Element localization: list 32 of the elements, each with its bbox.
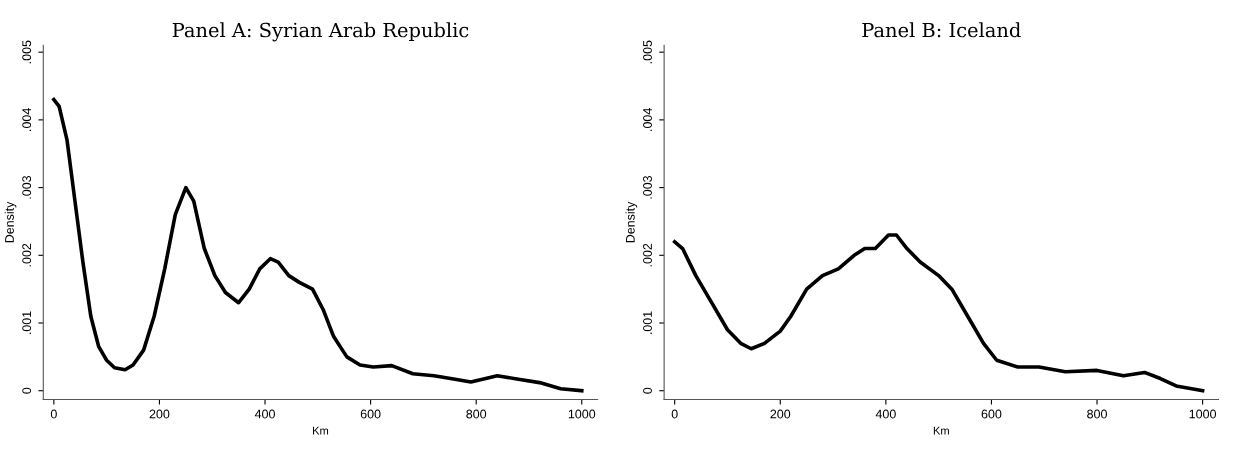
x-axis-title: Km	[313, 426, 329, 435]
x-tick-label: 0	[671, 409, 678, 419]
x-tick-label: 800	[1087, 409, 1107, 419]
line-series	[52, 97, 584, 393]
y-tick-label: .001	[22, 311, 32, 335]
x-tick-label: 400	[875, 409, 896, 419]
x-tick-label: 1000	[568, 409, 596, 419]
y-tick-label: .005	[22, 40, 32, 64]
y-tick-label: .004	[22, 108, 32, 131]
line-series	[672, 233, 1205, 393]
y-tick-label: .003	[22, 175, 32, 199]
y-tick-label: .002	[643, 243, 652, 267]
y-tick-label: .002	[22, 243, 32, 267]
y-tick-label: 0	[643, 387, 652, 394]
chart-title: Panel B: Iceland	[862, 22, 1021, 38]
x-tick-label: 200	[149, 409, 170, 419]
x-tick-label: 600	[981, 409, 1002, 419]
y-tick-label: 0	[22, 387, 32, 394]
y-axis-title: Density	[625, 201, 638, 243]
y-tick-label: .001	[643, 311, 652, 335]
x-axis-title: Km	[933, 426, 949, 435]
y-tick-label: .005	[643, 40, 652, 64]
y-axis-title: Density	[4, 201, 17, 243]
x-tick-label: 400	[254, 409, 275, 419]
x-tick-label: 200	[770, 409, 791, 419]
y-tick-label: .003	[643, 175, 652, 199]
x-tick-label: 0	[50, 409, 57, 419]
x-tick-label: 600	[360, 409, 381, 419]
x-tick-label: 1000	[1189, 409, 1217, 419]
chart-title: Panel A: Syrian Arab Republic	[172, 22, 469, 42]
y-tick-label: .004	[643, 108, 652, 131]
x-tick-label: 800	[466, 409, 487, 419]
